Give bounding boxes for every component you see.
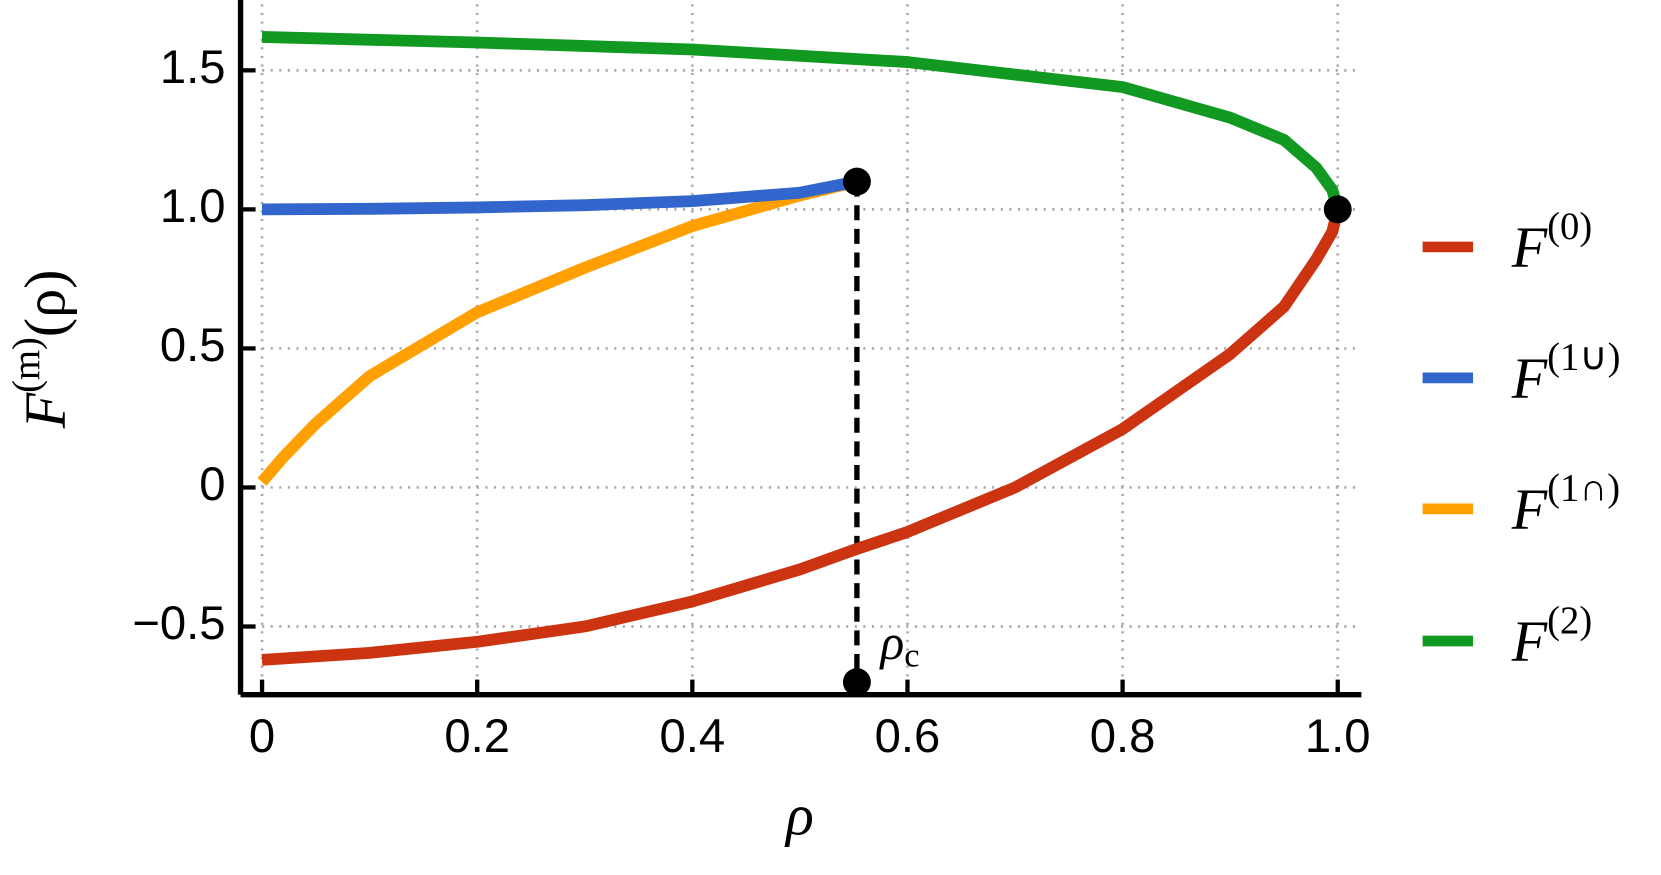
- point: [842, 668, 871, 697]
- x-tick-label: 1.0: [1305, 710, 1371, 763]
- y-tick-label: −0.5: [132, 597, 225, 650]
- legend-superscript: (2): [1547, 600, 1592, 642]
- y-axis-label: F(m)(ρ): [6, 270, 78, 430]
- point: [1323, 195, 1352, 224]
- y-tick-label: 1.5: [160, 41, 226, 94]
- y-tick-label: 0: [199, 458, 225, 511]
- x-tick-label: 0.2: [444, 710, 510, 763]
- legend-label: F(1∪): [1511, 337, 1621, 411]
- series-line: [257, 175, 859, 486]
- y-label-rest: (ρ): [13, 270, 78, 338]
- legend-label: F(2): [1511, 600, 1592, 674]
- series-line: [261, 207, 1344, 666]
- y-tick-label: 1.0: [160, 180, 226, 233]
- legend-name: F: [1511, 477, 1548, 542]
- legend-name: F: [1511, 609, 1548, 674]
- y-label-base: F: [13, 392, 78, 429]
- legend-label: F(1∩): [1511, 468, 1620, 542]
- legend-superscript: (0): [1547, 206, 1592, 248]
- x-tick-label: 0: [249, 710, 275, 763]
- x-axis-label: ρ: [784, 783, 814, 848]
- legend-label: F(0): [1511, 206, 1592, 280]
- x-tick-label: 0.6: [875, 710, 941, 763]
- series-line: [261, 175, 859, 216]
- legend-superscript: (1∪): [1547, 337, 1620, 379]
- annotation-text: ρ: [879, 615, 905, 670]
- legend-name: F: [1511, 346, 1548, 411]
- x-tick-label: 0.4: [660, 710, 726, 763]
- y-tick-label: 0.5: [160, 319, 226, 372]
- point: [842, 167, 871, 196]
- x-tick-label: 0.8: [1090, 710, 1156, 763]
- y-label-sup: (m): [6, 337, 48, 393]
- legend-superscript: (1∩): [1547, 468, 1620, 510]
- legend-name: F: [1511, 215, 1548, 280]
- annotation-subscript: c: [904, 636, 919, 674]
- series-line: [261, 31, 1344, 211]
- annotation: ρc: [879, 615, 920, 674]
